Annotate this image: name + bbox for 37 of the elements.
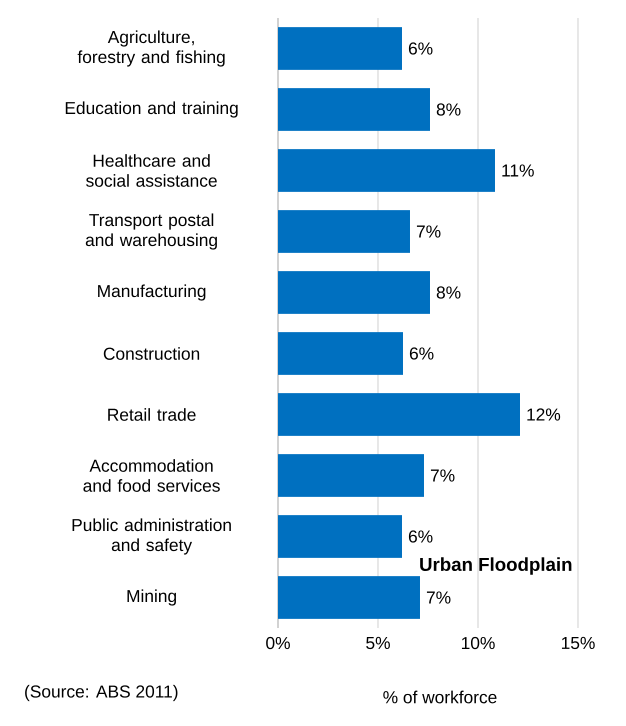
bar	[278, 88, 430, 131]
data-label: 7%	[426, 591, 450, 604]
x-tick-label: 0%	[266, 636, 290, 650]
bar	[278, 332, 403, 375]
x-tick-label: 15%	[562, 636, 595, 650]
bar	[278, 576, 420, 619]
data-label: 8%	[436, 103, 460, 116]
bar	[278, 393, 520, 436]
y-tick-label: Accommodation and food services	[83, 459, 220, 492]
y-tick-label: Construction	[104, 347, 200, 360]
x-axis-title: % of workforce	[383, 690, 497, 704]
x-tick-label: 5%	[366, 636, 390, 650]
data-label: 7%	[430, 469, 454, 482]
y-tick-label: Manufacturing	[98, 284, 206, 301]
text: (Source: ABS 2011)	[25, 684, 178, 702]
data-label: 12%	[527, 408, 560, 421]
bar	[278, 515, 402, 558]
y-tick-label: Transport postal and warehousing	[86, 213, 217, 250]
bar	[278, 149, 495, 192]
y-tick-label: Healthcare and social assistance	[86, 154, 217, 187]
data-label: 6%	[408, 42, 432, 55]
bar	[278, 27, 402, 70]
annotation: Urban Floodplain	[420, 557, 572, 575]
data-label: 7%	[416, 225, 440, 238]
bar	[278, 210, 410, 253]
data-label: 8%	[436, 286, 460, 299]
bar	[278, 271, 430, 314]
y-tick-label: Public administration and safety	[72, 518, 231, 555]
y-tick-label: Education and training	[66, 101, 238, 118]
data-label: 6%	[408, 530, 432, 543]
y-tick-label: Agriculture, forestry and fishing	[78, 30, 225, 67]
y-tick-label: Retail trade	[108, 408, 196, 421]
bar	[278, 454, 424, 497]
data-label: 6%	[410, 347, 434, 360]
y-tick-label: Mining	[127, 589, 176, 606]
data-label: 11%	[502, 164, 534, 177]
x-tick-label: 10%	[462, 636, 495, 650]
